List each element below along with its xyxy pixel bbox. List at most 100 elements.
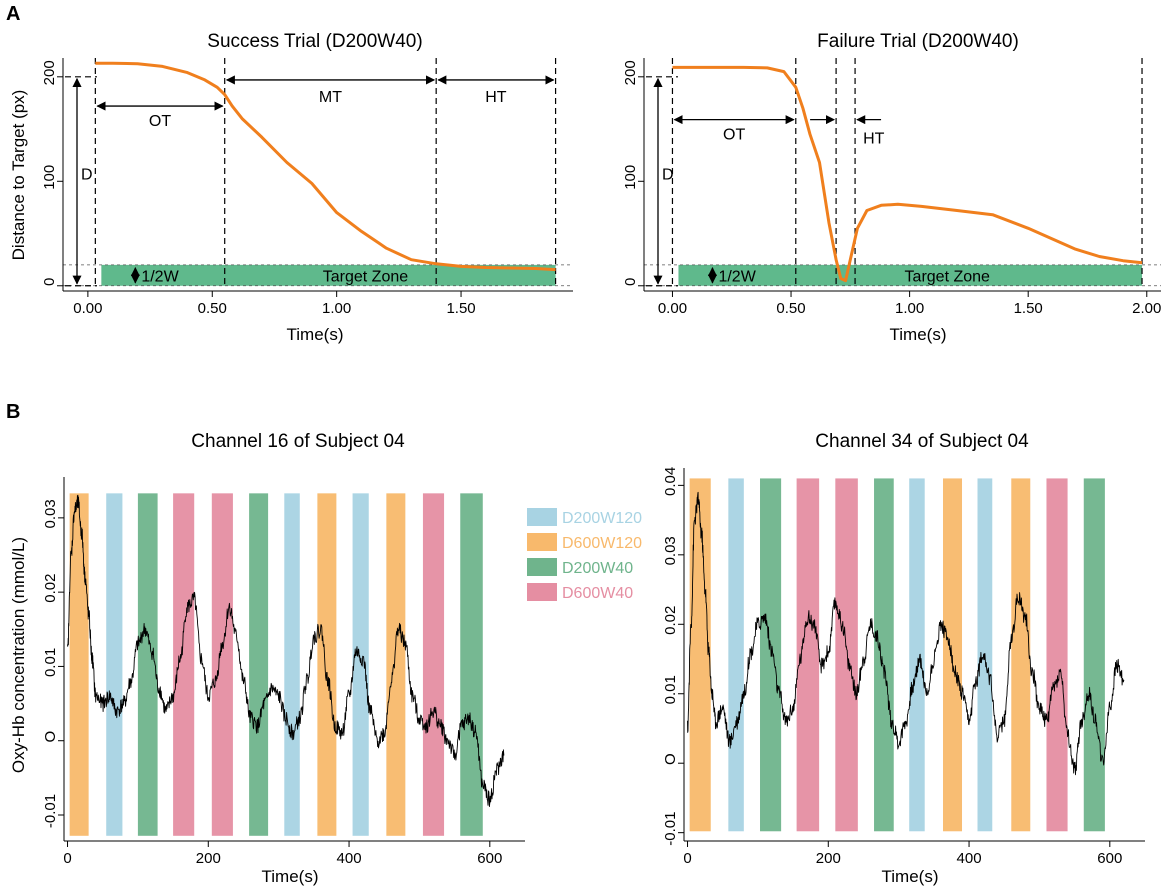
x-tick-label: 200 [196, 850, 221, 867]
y-tick-label: 200 [622, 60, 639, 85]
legend: D200W120 D600W120 D200W40 D600W40 [527, 508, 642, 602]
y-tick-label: 100 [622, 165, 639, 190]
x-tick-label: 400 [337, 850, 362, 867]
legend-label-d600w40: D600W40 [562, 585, 633, 602]
x-tick-label: 1.50 [1014, 300, 1043, 317]
x-tick-label: 1.00 [895, 300, 924, 317]
x-tick-label: 400 [957, 850, 982, 867]
condition-band-d200w40 [874, 478, 894, 832]
half-width-label: 1/2W [718, 268, 756, 285]
y-tick-label: 0 [41, 278, 58, 286]
oxy-hb-signal [67, 494, 505, 808]
y-tick-label: O [42, 731, 59, 743]
condition-band-d200w40 [1083, 478, 1105, 832]
condition-band-d600w40 [173, 493, 195, 836]
legend-label-d200w120: D200W120 [562, 510, 642, 527]
legend-swatch-d600w40 [527, 583, 557, 601]
y-tick-label: 0 [622, 278, 639, 286]
x-tick-label: 0.00 [658, 300, 687, 317]
x-tick-label: 0 [683, 850, 691, 867]
x-axis-label: Time(s) [287, 325, 344, 344]
distance-trace [672, 65, 1143, 283]
condition-band-d600w40 [796, 478, 820, 832]
legend-label-d200w40: D200W40 [562, 560, 633, 577]
condition-band-d600w40 [1046, 478, 1068, 832]
chart-title: Success Trial (D200W40) [207, 31, 422, 52]
target-zone [101, 264, 556, 286]
chart-title: Channel 16 of Subject 04 [191, 431, 405, 452]
chart-channel-34: Channel 34 of Subject 04 Time(s) 0 200 400… [662, 431, 1145, 886]
x-tick-label: 600 [1097, 850, 1122, 867]
ot-label: OT [149, 113, 171, 130]
half-width-label: 1/2W [141, 268, 179, 285]
condition-band-d600w40 [211, 493, 233, 836]
condition-band-d600w40 [835, 478, 858, 832]
condition-band-d200w120 [284, 493, 300, 836]
legend-swatch-d600w120 [527, 533, 557, 551]
y-tick-label: 100 [41, 165, 58, 190]
condition-band-d200w40 [760, 478, 782, 832]
condition-band-d200w120 [909, 478, 925, 832]
condition-band-d200w120 [352, 493, 369, 836]
y-tick-label: 0.02 [662, 606, 679, 635]
x-tick-label: 0.50 [198, 300, 227, 317]
d-label: D [662, 166, 674, 183]
x-tick-label: 0 [63, 850, 71, 867]
y-tick-label: 0.03 [662, 536, 679, 565]
condition-band-d600w120 [317, 493, 337, 836]
target-zone-label: Target Zone [905, 268, 990, 285]
target-zone [678, 264, 1143, 286]
x-tick-label: 600 [477, 850, 502, 867]
chart-failure-trial: Failure Trial (D200W40) Time(s) Target Z… [622, 31, 1161, 344]
mt-label: MT [319, 89, 342, 106]
condition-band-d600w120 [689, 478, 711, 832]
y-tick-label: 0.04 [662, 467, 679, 496]
chart-title: Failure Trial (D200W40) [817, 31, 1019, 52]
x-tick-label: 200 [816, 850, 841, 867]
y-axis-label: Oxy-Hb concentration (mmol/L) [9, 537, 28, 773]
ht-label: HT [485, 89, 507, 106]
x-tick-label: 2.00 [1132, 300, 1161, 317]
legend-swatch-d200w120 [527, 508, 557, 526]
y-tick-label: 0.03 [42, 499, 59, 528]
y-tick-label: -0.01 [42, 794, 59, 828]
panel-label-b: B [6, 401, 20, 423]
d-label: D [81, 166, 93, 183]
condition-band-d200w120 [728, 478, 744, 832]
x-axis-label: Time(s) [882, 867, 939, 886]
condition-band-d200w40 [460, 493, 483, 836]
y-tick-label: -0.01 [662, 812, 679, 846]
condition-band-d600w40 [422, 493, 445, 836]
x-axis-label: Time(s) [890, 325, 947, 344]
x-tick-label: 1.50 [446, 300, 475, 317]
legend-swatch-d200w40 [527, 558, 557, 576]
y-axis-label: Distance to Target (px) [9, 90, 28, 261]
y-tick-label: O [662, 753, 679, 765]
chart-success-trial: Success Trial (D200W40) Time(s) Distance… [9, 31, 573, 344]
condition-band-d200w40 [137, 493, 158, 836]
target-zone-label: Target Zone [323, 268, 408, 285]
distance-trace [95, 61, 556, 272]
legend-label-d600w120: D600W120 [562, 535, 642, 552]
y-tick-label: 0.01 [662, 675, 679, 704]
x-axis-label: Time(s) [262, 867, 319, 886]
y-tick-label: 0.01 [42, 648, 59, 677]
x-tick-label: 0.50 [776, 300, 805, 317]
condition-band-d200w120 [106, 493, 123, 836]
condition-band-d600w120 [69, 493, 89, 836]
y-tick-label: 200 [41, 60, 58, 85]
ot-label: OT [723, 127, 745, 144]
condition-band-d600w120 [1011, 478, 1031, 832]
y-tick-label: 0.02 [42, 574, 59, 603]
chart-title: Channel 34 of Subject 04 [815, 431, 1029, 452]
condition-band-d600w120 [943, 478, 963, 832]
oxy-hb-signal [687, 491, 1125, 776]
x-tick-label: 1.00 [322, 300, 351, 317]
x-tick-label: 0.00 [73, 300, 102, 317]
chart-channel-16: Channel 16 of Subject 04 Time(s) Oxy-Hb … [9, 431, 525, 886]
condition-band-d200w40 [249, 493, 269, 836]
ht-label: HT [863, 131, 885, 148]
condition-band-d600w120 [386, 493, 406, 836]
panel-label-a: A [6, 3, 20, 25]
